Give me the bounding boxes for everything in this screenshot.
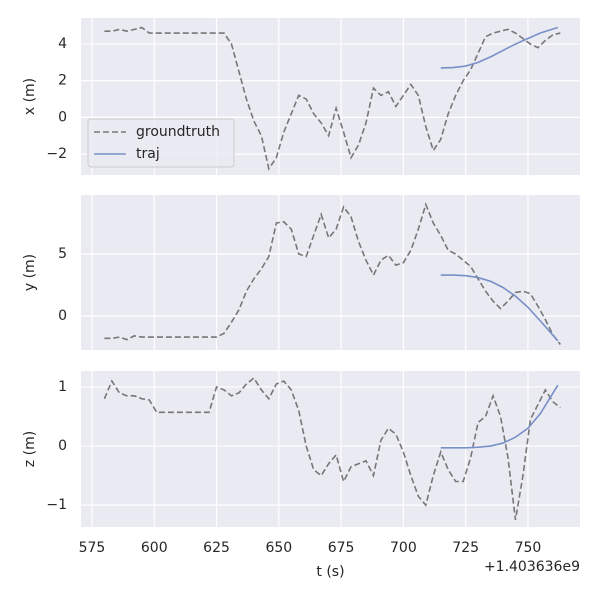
y-axis-label: z (m) [22,431,38,467]
legend-label: groundtruth [136,124,220,140]
x-tick-label: 700 [390,540,417,556]
plot-area [81,195,580,350]
x-tick-label: 725 [452,540,479,556]
x-tick-label: 675 [328,540,355,556]
plot-area [81,371,580,527]
y-tick-label: −1 [46,497,67,513]
y-tick-label: 5 [58,246,67,262]
legend: groundtruth traj [87,118,235,168]
x-tick-label: 600 [141,540,168,556]
series-line [440,384,559,449]
series-line [440,274,559,342]
x-offset-label: +1.403636e9 [484,559,580,575]
x-tick-label: 750 [515,540,542,556]
x-axis-label: t (s) [316,564,344,580]
legend-label: traj [136,146,160,162]
series-line [103,376,561,521]
y-tick-label: 4 [58,36,67,52]
x-tick-label: 625 [203,540,230,556]
series-line [440,26,559,69]
series-line [104,26,561,171]
y-axis-label: y (m) [22,254,38,291]
y-tick-label: 0 [58,308,67,324]
y-axis-label: x (m) [22,78,38,115]
y-tick-label: 0 [58,438,67,454]
legend-box [87,118,235,168]
y-tick-label: −2 [46,146,67,162]
y-tick-label: 2 [58,73,67,89]
series-line [104,202,561,346]
y-tick-label: 0 [58,109,67,125]
x-tick-label: 575 [79,540,106,556]
y-tick-label: 1 [58,379,67,395]
x-tick-label: 650 [265,540,292,556]
